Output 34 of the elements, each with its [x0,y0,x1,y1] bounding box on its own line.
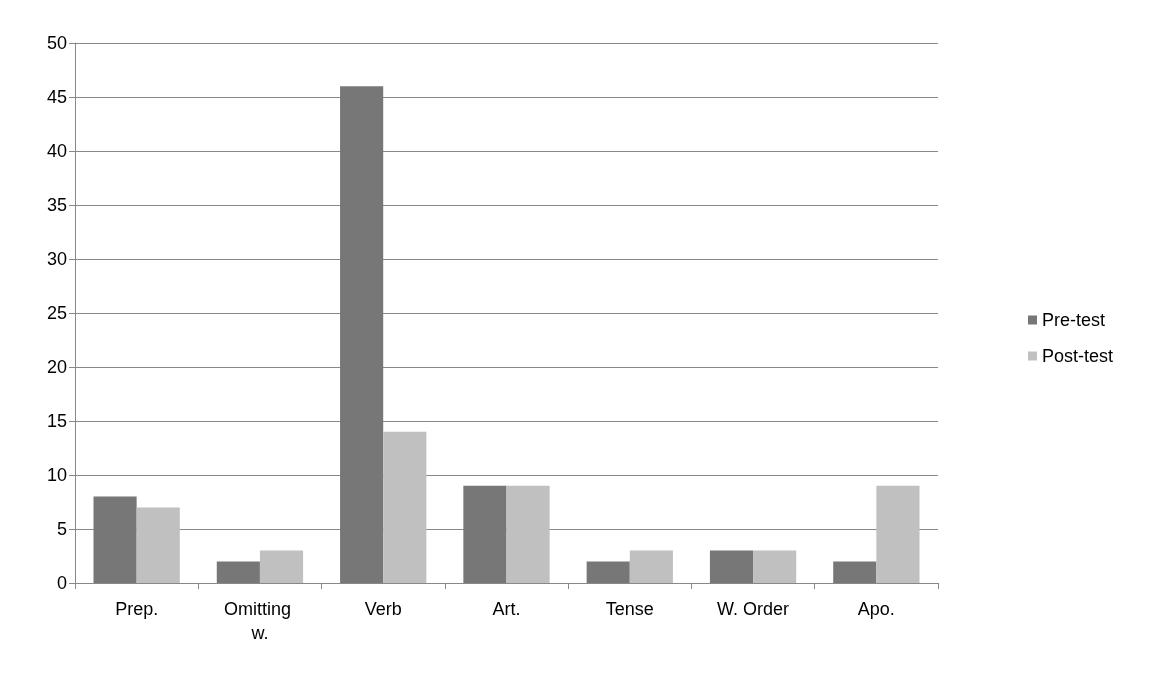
bar [216,561,260,583]
y-tick-label: 0 [56,573,67,593]
y-tick-label: 45 [46,87,67,107]
bar [383,431,427,583]
bar [93,496,137,583]
x-tick-label: Prep. [115,599,159,619]
bar [340,86,384,583]
bar [709,550,754,583]
x-tick-label: Apo. [857,599,895,619]
bar [753,550,797,583]
y-tick-label: 5 [56,519,67,539]
bar [506,485,550,583]
x-tick-label: Tense [605,599,654,619]
y-tick-label: 10 [46,465,67,485]
y-tick-label: 25 [46,303,67,323]
bar [136,507,180,583]
y-tick-label: 35 [46,195,67,215]
y-tick-label: 15 [46,411,67,431]
y-tick-label: 30 [46,249,67,269]
legend-label: Pre-test [1041,310,1106,330]
legend-label: Post-test [1041,346,1114,366]
bar [876,485,920,583]
x-tick-label: Verb [364,599,402,619]
bar [259,550,304,583]
x-tick-label: W. Order [717,599,790,619]
bar [463,485,507,583]
bar [629,550,673,583]
y-tick-label: 40 [46,141,67,161]
bar [833,561,877,583]
x-tick-label: Art. [492,599,521,619]
y-tick-label: 20 [46,357,67,377]
x-tick-label: Omitting w. [223,599,296,643]
y-tick-label: 50 [46,33,67,53]
bar [586,561,630,583]
